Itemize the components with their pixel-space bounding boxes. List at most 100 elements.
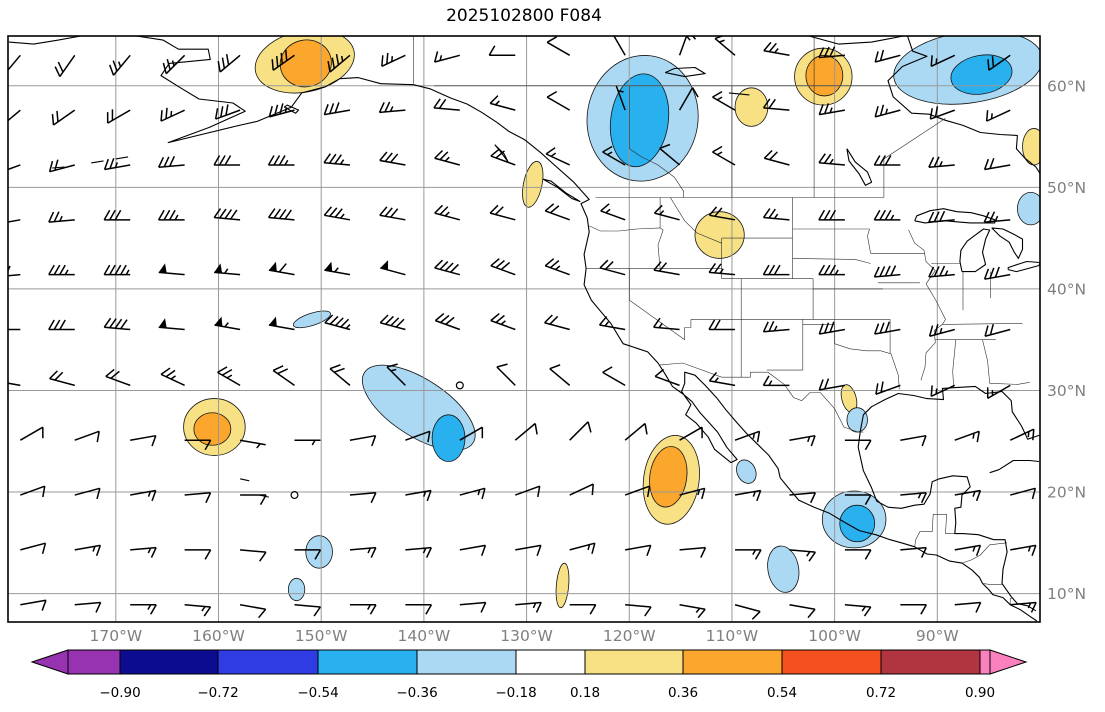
wind-barb	[157, 209, 185, 221]
wind-barb	[818, 321, 846, 335]
wind-barb	[217, 53, 241, 73]
wind-barb	[679, 426, 703, 441]
wind-barb	[272, 365, 295, 386]
wind-barb	[214, 316, 241, 331]
axis-labels: 170°W 160°W 150°W 140°W 130°W 120°W 110°W 100°W…	[89, 77, 1086, 645]
wind-barb	[624, 485, 651, 498]
wind-barb	[323, 206, 351, 221]
wind-barbs	[8, 36, 1037, 620]
wind-barb	[51, 109, 76, 126]
border-path	[890, 353, 900, 390]
wind-barb	[130, 603, 157, 615]
wind-barb	[239, 439, 266, 449]
wind-barb	[602, 145, 626, 166]
border-path	[629, 85, 684, 198]
lon-tick-label: 130°W	[500, 627, 553, 645]
pacific-negative	[361, 364, 476, 451]
wind-barb	[271, 49, 295, 71]
wind-barb	[679, 546, 707, 558]
wind-barb	[712, 145, 736, 166]
wind-barb	[130, 546, 157, 558]
wind-barb	[653, 261, 680, 276]
colorbar-tick-label: −0.36	[396, 685, 437, 701]
wind-barb	[434, 204, 461, 221]
wind-barb	[490, 148, 516, 166]
wind-barb	[954, 489, 982, 502]
colorbar-tick-label: 0.72	[866, 685, 896, 701]
colorbar-segment	[416, 649, 517, 675]
wind-barb	[349, 492, 377, 504]
border-path	[961, 542, 1008, 564]
wind-barb	[214, 263, 241, 276]
wind-barb	[327, 53, 351, 73]
border-path	[982, 339, 990, 384]
lon-tick-label: 150°W	[295, 627, 348, 645]
coastline-path	[846, 148, 873, 186]
wind-barb	[900, 603, 927, 615]
wind-barb	[678, 87, 699, 111]
colorbar: −0.90 −0.72 −0.54 −0.36 −0.18 0.18 0.36 0.54 0.7…	[30, 649, 1028, 701]
wind-barb	[544, 203, 570, 221]
border-path	[766, 319, 804, 371]
wind-barb	[48, 159, 75, 173]
wind-barb	[294, 549, 322, 560]
wind-barb	[818, 46, 845, 59]
wind-barb	[762, 321, 790, 333]
wind-barb	[515, 544, 542, 556]
lon-tick-label: 140°W	[398, 627, 451, 645]
wind-barb	[735, 549, 762, 560]
wind-barb	[928, 156, 955, 168]
wind-barb	[103, 209, 131, 221]
wind-barb	[213, 155, 241, 166]
border-path	[629, 268, 685, 340]
wind-barb	[489, 95, 516, 111]
border-path	[867, 228, 871, 254]
wind-barb	[490, 312, 516, 331]
wind-barb	[489, 204, 516, 221]
pacific-sliver-negative	[292, 310, 332, 329]
wind-barb	[569, 421, 592, 441]
wind-barb	[615, 85, 626, 111]
wind-barb	[213, 208, 241, 221]
wind-barb	[268, 316, 295, 331]
wind-barb	[569, 542, 596, 554]
coastline-path	[808, 36, 904, 45]
wind-barb	[734, 489, 762, 502]
wind-barb	[8, 164, 21, 171]
wind-barb	[405, 430, 431, 443]
wind-barb	[162, 54, 186, 75]
wind-barb	[434, 312, 461, 331]
wind-barb	[544, 314, 570, 331]
wind-barb	[103, 264, 131, 276]
border-path	[942, 323, 1023, 325]
pacific-negative-core	[431, 414, 466, 462]
guatemala-negative-core	[839, 504, 876, 543]
lon-tick-label: 160°W	[192, 627, 245, 645]
wind-barb	[294, 439, 321, 446]
border-path	[982, 583, 1002, 585]
wind-barb	[679, 603, 706, 619]
wind-barb	[267, 155, 295, 166]
colorbar-extend-low	[67, 649, 121, 675]
wind-barb	[987, 54, 1011, 71]
wind-barb	[625, 544, 652, 556]
wind-barb	[488, 45, 516, 57]
border-path	[952, 339, 957, 388]
colorbar-segment	[880, 649, 981, 675]
coastline-path	[8, 36, 81, 45]
coastline-path	[91, 160, 104, 164]
wind-barb	[514, 422, 538, 441]
wind-barb	[268, 103, 295, 118]
wind-barb	[569, 483, 595, 496]
wind-barb	[386, 363, 406, 386]
wind-barb	[708, 206, 736, 221]
wind-barb	[818, 264, 845, 276]
coastline-path	[728, 92, 750, 96]
colorbar-segment	[682, 649, 783, 675]
wind-barb	[103, 317, 131, 331]
wind-barb	[602, 366, 626, 387]
wind-barb	[708, 371, 736, 387]
wind-barb	[708, 319, 736, 331]
